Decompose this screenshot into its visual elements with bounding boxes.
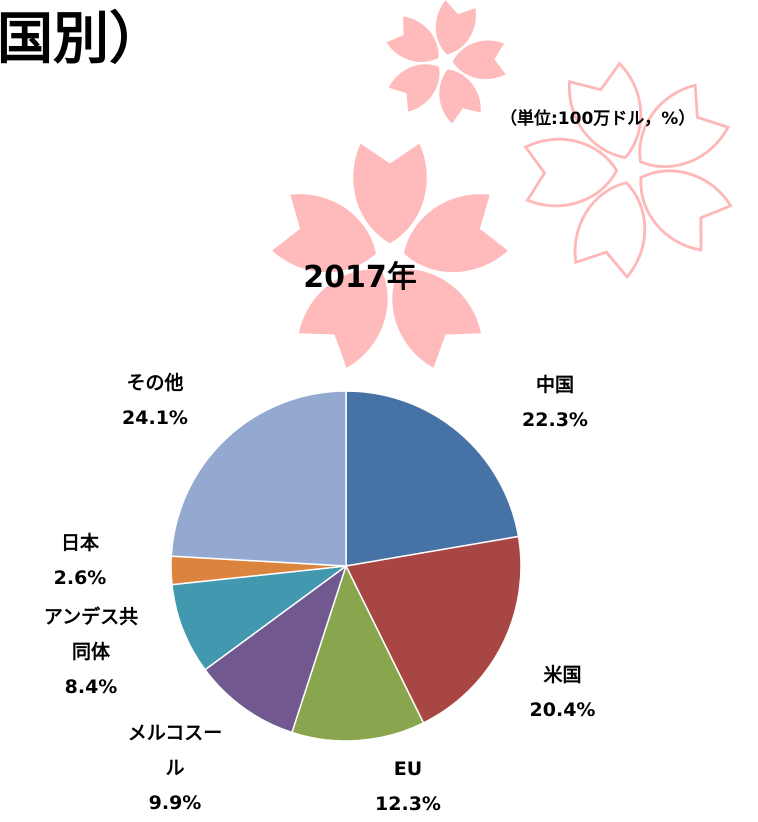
value-label: 12.3% bbox=[375, 793, 441, 815]
pie-slice bbox=[345, 390, 520, 567]
slice-label: その他 24.1% bbox=[95, 366, 215, 436]
category-label: 日本 bbox=[60, 532, 99, 554]
category-label: EU bbox=[393, 758, 423, 780]
value-label: 24.1% bbox=[122, 407, 188, 429]
pie-slice bbox=[204, 564, 348, 734]
category-label: 米国 bbox=[543, 664, 582, 686]
slice-label: 日本 2.6% bbox=[40, 526, 120, 596]
category-label: アンデス共同体 bbox=[43, 606, 139, 663]
pie-slice bbox=[344, 535, 522, 724]
page-title: ・国別） bbox=[0, 7, 166, 72]
category-label: その他 bbox=[126, 372, 184, 394]
value-label: 8.4% bbox=[64, 676, 118, 698]
category-label: 中国 bbox=[535, 374, 574, 396]
pie-slice bbox=[170, 390, 347, 567]
slice-label: 中国 22.3% bbox=[500, 368, 610, 438]
unit-note: （単位:100万ドル，%） bbox=[500, 109, 696, 129]
value-label: 20.4% bbox=[529, 699, 596, 721]
category-label: メルコスール bbox=[127, 722, 223, 779]
slice-label: メルコスール 9.9% bbox=[120, 716, 230, 821]
slice-label: アンデス共同体 8.4% bbox=[36, 600, 146, 705]
chart-title: 2017年 bbox=[303, 260, 417, 295]
value-label: 9.9% bbox=[148, 792, 202, 814]
slice-label: EU 12.3% bbox=[358, 752, 458, 822]
value-label: 2.6% bbox=[53, 567, 107, 589]
value-label: 22.3% bbox=[522, 409, 588, 431]
pie bbox=[170, 390, 522, 742]
pie-slice bbox=[171, 564, 349, 671]
sakura-decoration bbox=[269, 0, 511, 373]
slice-label: 米国 20.4% bbox=[515, 658, 610, 728]
pie-slice bbox=[290, 564, 425, 742]
sakura-outline bbox=[523, 59, 736, 281]
